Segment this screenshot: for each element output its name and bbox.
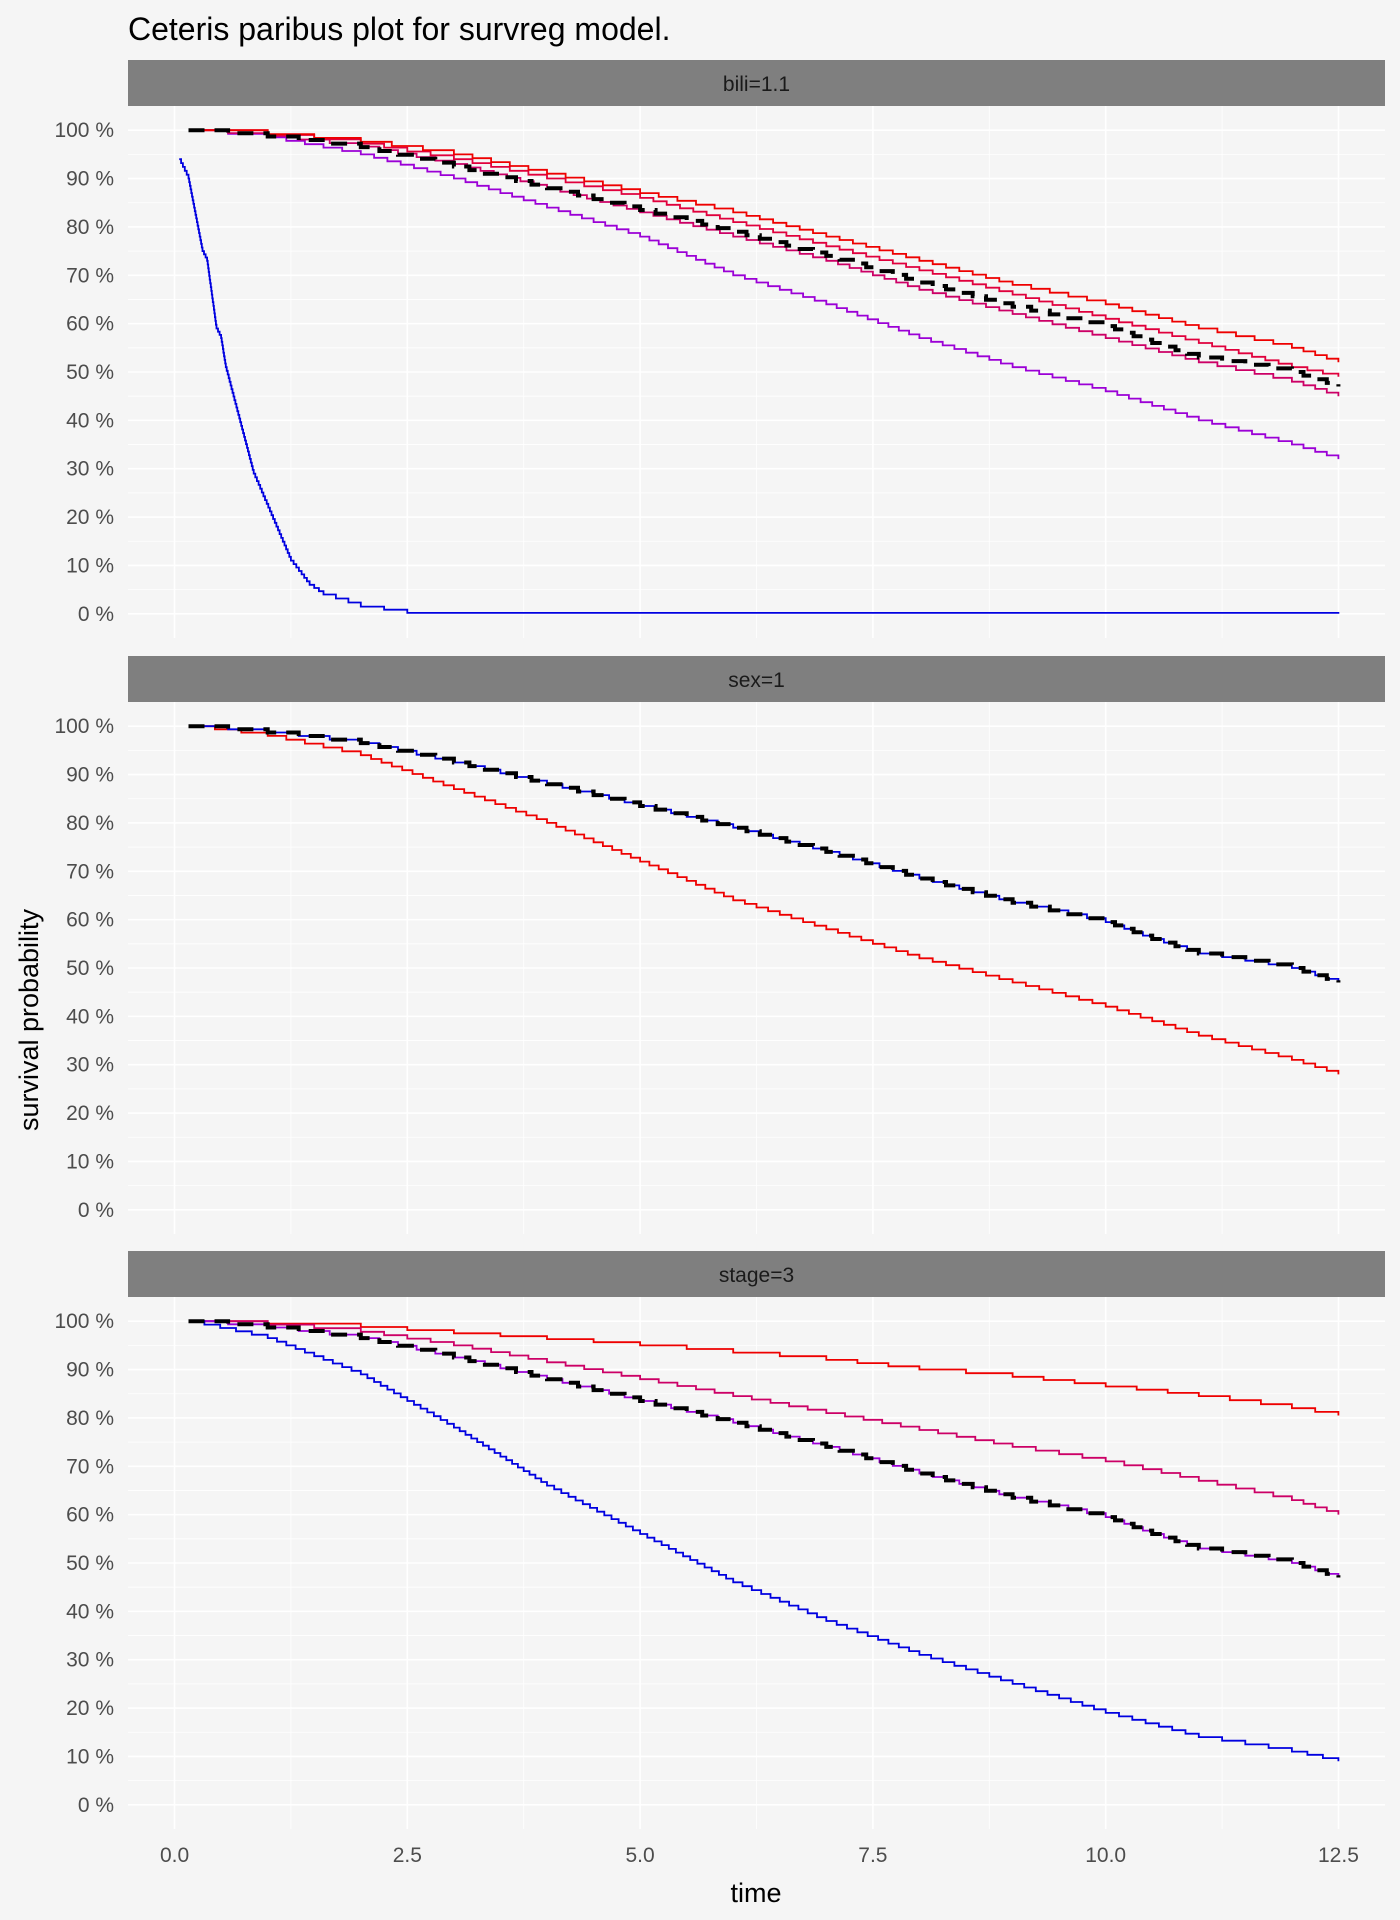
y-tick-label: 20 % — [66, 506, 114, 529]
y-tick-label: 100 % — [54, 119, 114, 142]
facet-panel: bili=1.1 0 % 10 % 20 % 30 % 40 % 50 % 60 % 70 % 8… — [54, 60, 1385, 638]
facet-strip — [128, 60, 1385, 106]
facet-panel: stage=3 0 % 10 % 20 % 30 % 40 % 50 % 60 % 70 % 80… — [54, 1251, 1385, 1829]
x-axis-title: time — [730, 1878, 781, 1908]
series-line-dashed — [188, 724, 1341, 983]
y-tick-label: 10 % — [66, 1745, 114, 1768]
y-tick-label: 60 % — [66, 313, 114, 336]
y-tick-label: 90 % — [66, 168, 114, 191]
y-tick-label: 60 % — [66, 909, 114, 932]
y-tick-label: 40 % — [66, 409, 114, 432]
x-tick-label: 12.5 — [1318, 1844, 1359, 1867]
y-tick-label: 70 % — [66, 264, 114, 287]
x-tick-label: 7.5 — [858, 1844, 887, 1867]
x-tick-label: 10.0 — [1085, 1844, 1126, 1867]
y-tick-label: 30 % — [66, 1054, 114, 1077]
y-tick-label: 20 % — [66, 1102, 114, 1125]
series-line — [188, 1320, 1340, 1515]
y-tick-label: 40 % — [66, 1005, 114, 1028]
series-line — [188, 1320, 1340, 1762]
y-tick-label: 90 % — [66, 764, 114, 787]
series-line — [188, 129, 1340, 377]
y-tick-label: 50 % — [66, 361, 114, 384]
x-axis: 0.0 2.5 5.0 7.5 10.0 12.5 — [160, 1844, 1359, 1867]
series-group — [188, 724, 1341, 1075]
y-tick-label: 10 % — [66, 1150, 114, 1173]
y-tick-label: 0 % — [78, 1199, 114, 1222]
y-tick-label: 10 % — [66, 554, 114, 577]
y-axis-title: survival probability — [14, 908, 44, 1131]
series-line — [188, 129, 1340, 460]
series-group — [179, 128, 1341, 614]
y-tick-label: 40 % — [66, 1600, 114, 1623]
series-line-dashed — [188, 128, 1341, 387]
facet-panels: bili=1.1 0 % 10 % 20 % 30 % 40 % 50 % 60 % 70 % 8… — [54, 60, 1385, 1829]
grid — [128, 702, 1385, 1234]
y-tick-label: 80 % — [66, 812, 114, 835]
y-tick-label: 100 % — [54, 715, 114, 738]
series-line — [188, 129, 1340, 363]
y-tick-label: 30 % — [66, 1649, 114, 1672]
y-tick-label: 0 % — [78, 603, 114, 626]
grid — [128, 1297, 1385, 1829]
facet-strip-label: bili=1.1 — [723, 73, 790, 96]
y-tick-label: 20 % — [66, 1697, 114, 1720]
y-tick-label: 50 % — [66, 957, 114, 980]
series-line — [188, 1320, 1340, 1416]
grid — [128, 106, 1385, 638]
facet-strip — [128, 1251, 1385, 1297]
y-tick-label: 0 % — [78, 1794, 114, 1817]
x-tick-label: 0.0 — [160, 1844, 189, 1867]
facet-panel: sex=1 0 % 10 % 20 % 30 % 40 % 50 % 60 % 70 % 80 %… — [54, 656, 1385, 1234]
y-tick-label: 30 % — [66, 458, 114, 481]
series-line — [188, 725, 1340, 1075]
y-tick-label: 70 % — [66, 1455, 114, 1478]
y-tick-label: 80 % — [66, 1407, 114, 1430]
y-tick-label: 80 % — [66, 216, 114, 239]
y-tick-label: 60 % — [66, 1504, 114, 1527]
x-tick-label: 2.5 — [393, 1844, 422, 1867]
facet-strip-label: sex=1 — [728, 669, 785, 692]
y-tick-label: 100 % — [54, 1310, 114, 1333]
facet-strip-label: stage=3 — [719, 1264, 794, 1287]
y-tick-label: 70 % — [66, 860, 114, 883]
series-line-dashed — [188, 1319, 1341, 1578]
series-group — [188, 1319, 1341, 1762]
x-tick-label: 5.0 — [626, 1844, 655, 1867]
chart-title: Ceteris paribus plot for survreg model. — [128, 11, 670, 47]
y-tick-label: 50 % — [66, 1552, 114, 1575]
y-tick-label: 90 % — [66, 1359, 114, 1382]
facet-strip — [128, 656, 1385, 702]
series-line — [179, 158, 1340, 614]
series-line — [188, 129, 1340, 397]
